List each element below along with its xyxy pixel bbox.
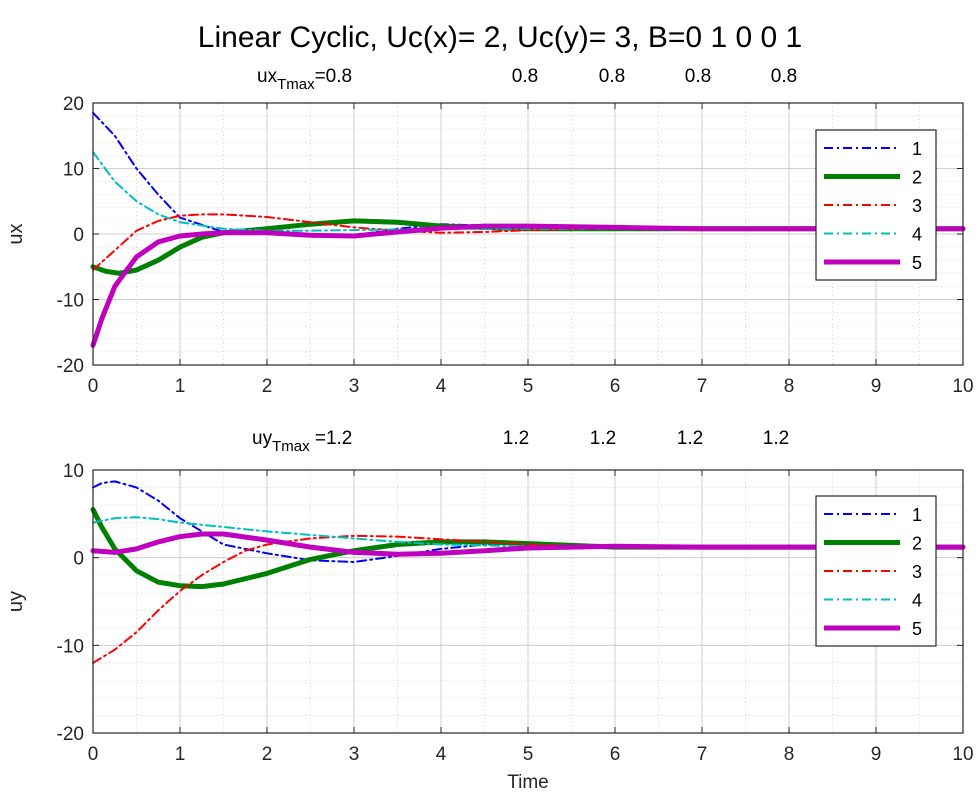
y-tick-label: 0 xyxy=(73,549,84,570)
x-tick-label: 8 xyxy=(784,376,795,397)
series-line-5 xyxy=(90,531,966,557)
y-tick-label: -20 xyxy=(57,356,84,377)
tmax-value: 1.2 xyxy=(677,428,703,449)
x-tick-label: 6 xyxy=(610,744,621,765)
x-tick-label: 4 xyxy=(436,376,447,397)
legend-label: 4 xyxy=(912,225,922,245)
plot-uy: 0 1 2 3 4 5 6 7 8 9 10 -20 -10 0 10 uy Time uyTmax =1.2 1.… xyxy=(5,428,974,793)
x-tick-label: 2 xyxy=(262,744,273,765)
legend-label: 1 xyxy=(912,505,922,525)
figure-title: Linear Cyclic, Uc(x)= 2, Uc(y)= 3, B=0 1… xyxy=(198,21,802,54)
legend-label: 5 xyxy=(912,619,922,639)
y-tick-label: -20 xyxy=(57,724,84,745)
legend-label: 1 xyxy=(912,139,922,159)
y-tick-label: 10 xyxy=(63,160,84,181)
y-tick-label: 0 xyxy=(73,225,84,246)
legend-label: 3 xyxy=(912,196,922,216)
y-axis-label: ux xyxy=(5,223,27,244)
x-tick-label: 6 xyxy=(610,376,621,397)
tmax-annotation: uxTmax=0.8 xyxy=(257,66,352,93)
y-axis-label: uy xyxy=(5,591,27,612)
x-tick-label: 10 xyxy=(952,376,973,397)
x-tick-label: 0 xyxy=(88,744,99,765)
legend-label: 4 xyxy=(912,591,922,611)
x-tick-label: 7 xyxy=(697,376,708,397)
x-tick-label: 1 xyxy=(175,744,186,765)
x-tick-label: 8 xyxy=(784,744,795,765)
y-tick-label: 10 xyxy=(63,461,84,482)
legend-label: 2 xyxy=(912,168,922,188)
tmax-value: 0.8 xyxy=(599,66,625,87)
x-tick-label: 9 xyxy=(871,744,882,765)
x-tick-label: 7 xyxy=(697,744,708,765)
tmax-value: 1.2 xyxy=(503,428,529,449)
x-tick-label: 5 xyxy=(523,376,534,397)
series-line-5 xyxy=(90,223,966,348)
x-tick-label: 5 xyxy=(523,744,534,765)
legend: 1 2 3 4 5 xyxy=(815,495,937,647)
y-tick-label: 20 xyxy=(63,94,84,115)
tmax-value: 1.2 xyxy=(590,428,616,449)
plot-ux: 0 1 2 3 4 5 6 7 8 9 10 -20 -10 0 10 20 ux uxTmax=0.8 0.8 0.… xyxy=(5,66,974,397)
tmax-annotation: uyTmax =1.2 xyxy=(252,428,352,455)
x-tick-label: 1 xyxy=(175,376,186,397)
series-group xyxy=(90,480,966,664)
x-tick-label: 4 xyxy=(436,744,447,765)
tmax-value: 0.8 xyxy=(512,66,538,87)
legend: 1 2 3 4 5 xyxy=(815,129,937,281)
tmax-value: 0.8 xyxy=(771,66,797,87)
series-group xyxy=(90,111,966,348)
y-tick-label: -10 xyxy=(57,636,84,657)
x-tick-label: 3 xyxy=(349,376,360,397)
legend-label: 2 xyxy=(912,534,922,554)
x-tick-label: 10 xyxy=(952,744,973,765)
legend-label: 3 xyxy=(912,562,922,582)
x-tick-label: 0 xyxy=(88,376,99,397)
tmax-value: 1.2 xyxy=(763,428,789,449)
legend-label: 5 xyxy=(912,253,922,273)
x-tick-label: 2 xyxy=(262,376,273,397)
y-tick-label: -10 xyxy=(57,291,84,312)
tmax-value: 0.8 xyxy=(685,66,711,87)
x-tick-label: 3 xyxy=(349,744,360,765)
series-line-1 xyxy=(92,111,964,237)
x-tick-label: 9 xyxy=(871,376,882,397)
x-axis-label: Time xyxy=(507,772,549,793)
